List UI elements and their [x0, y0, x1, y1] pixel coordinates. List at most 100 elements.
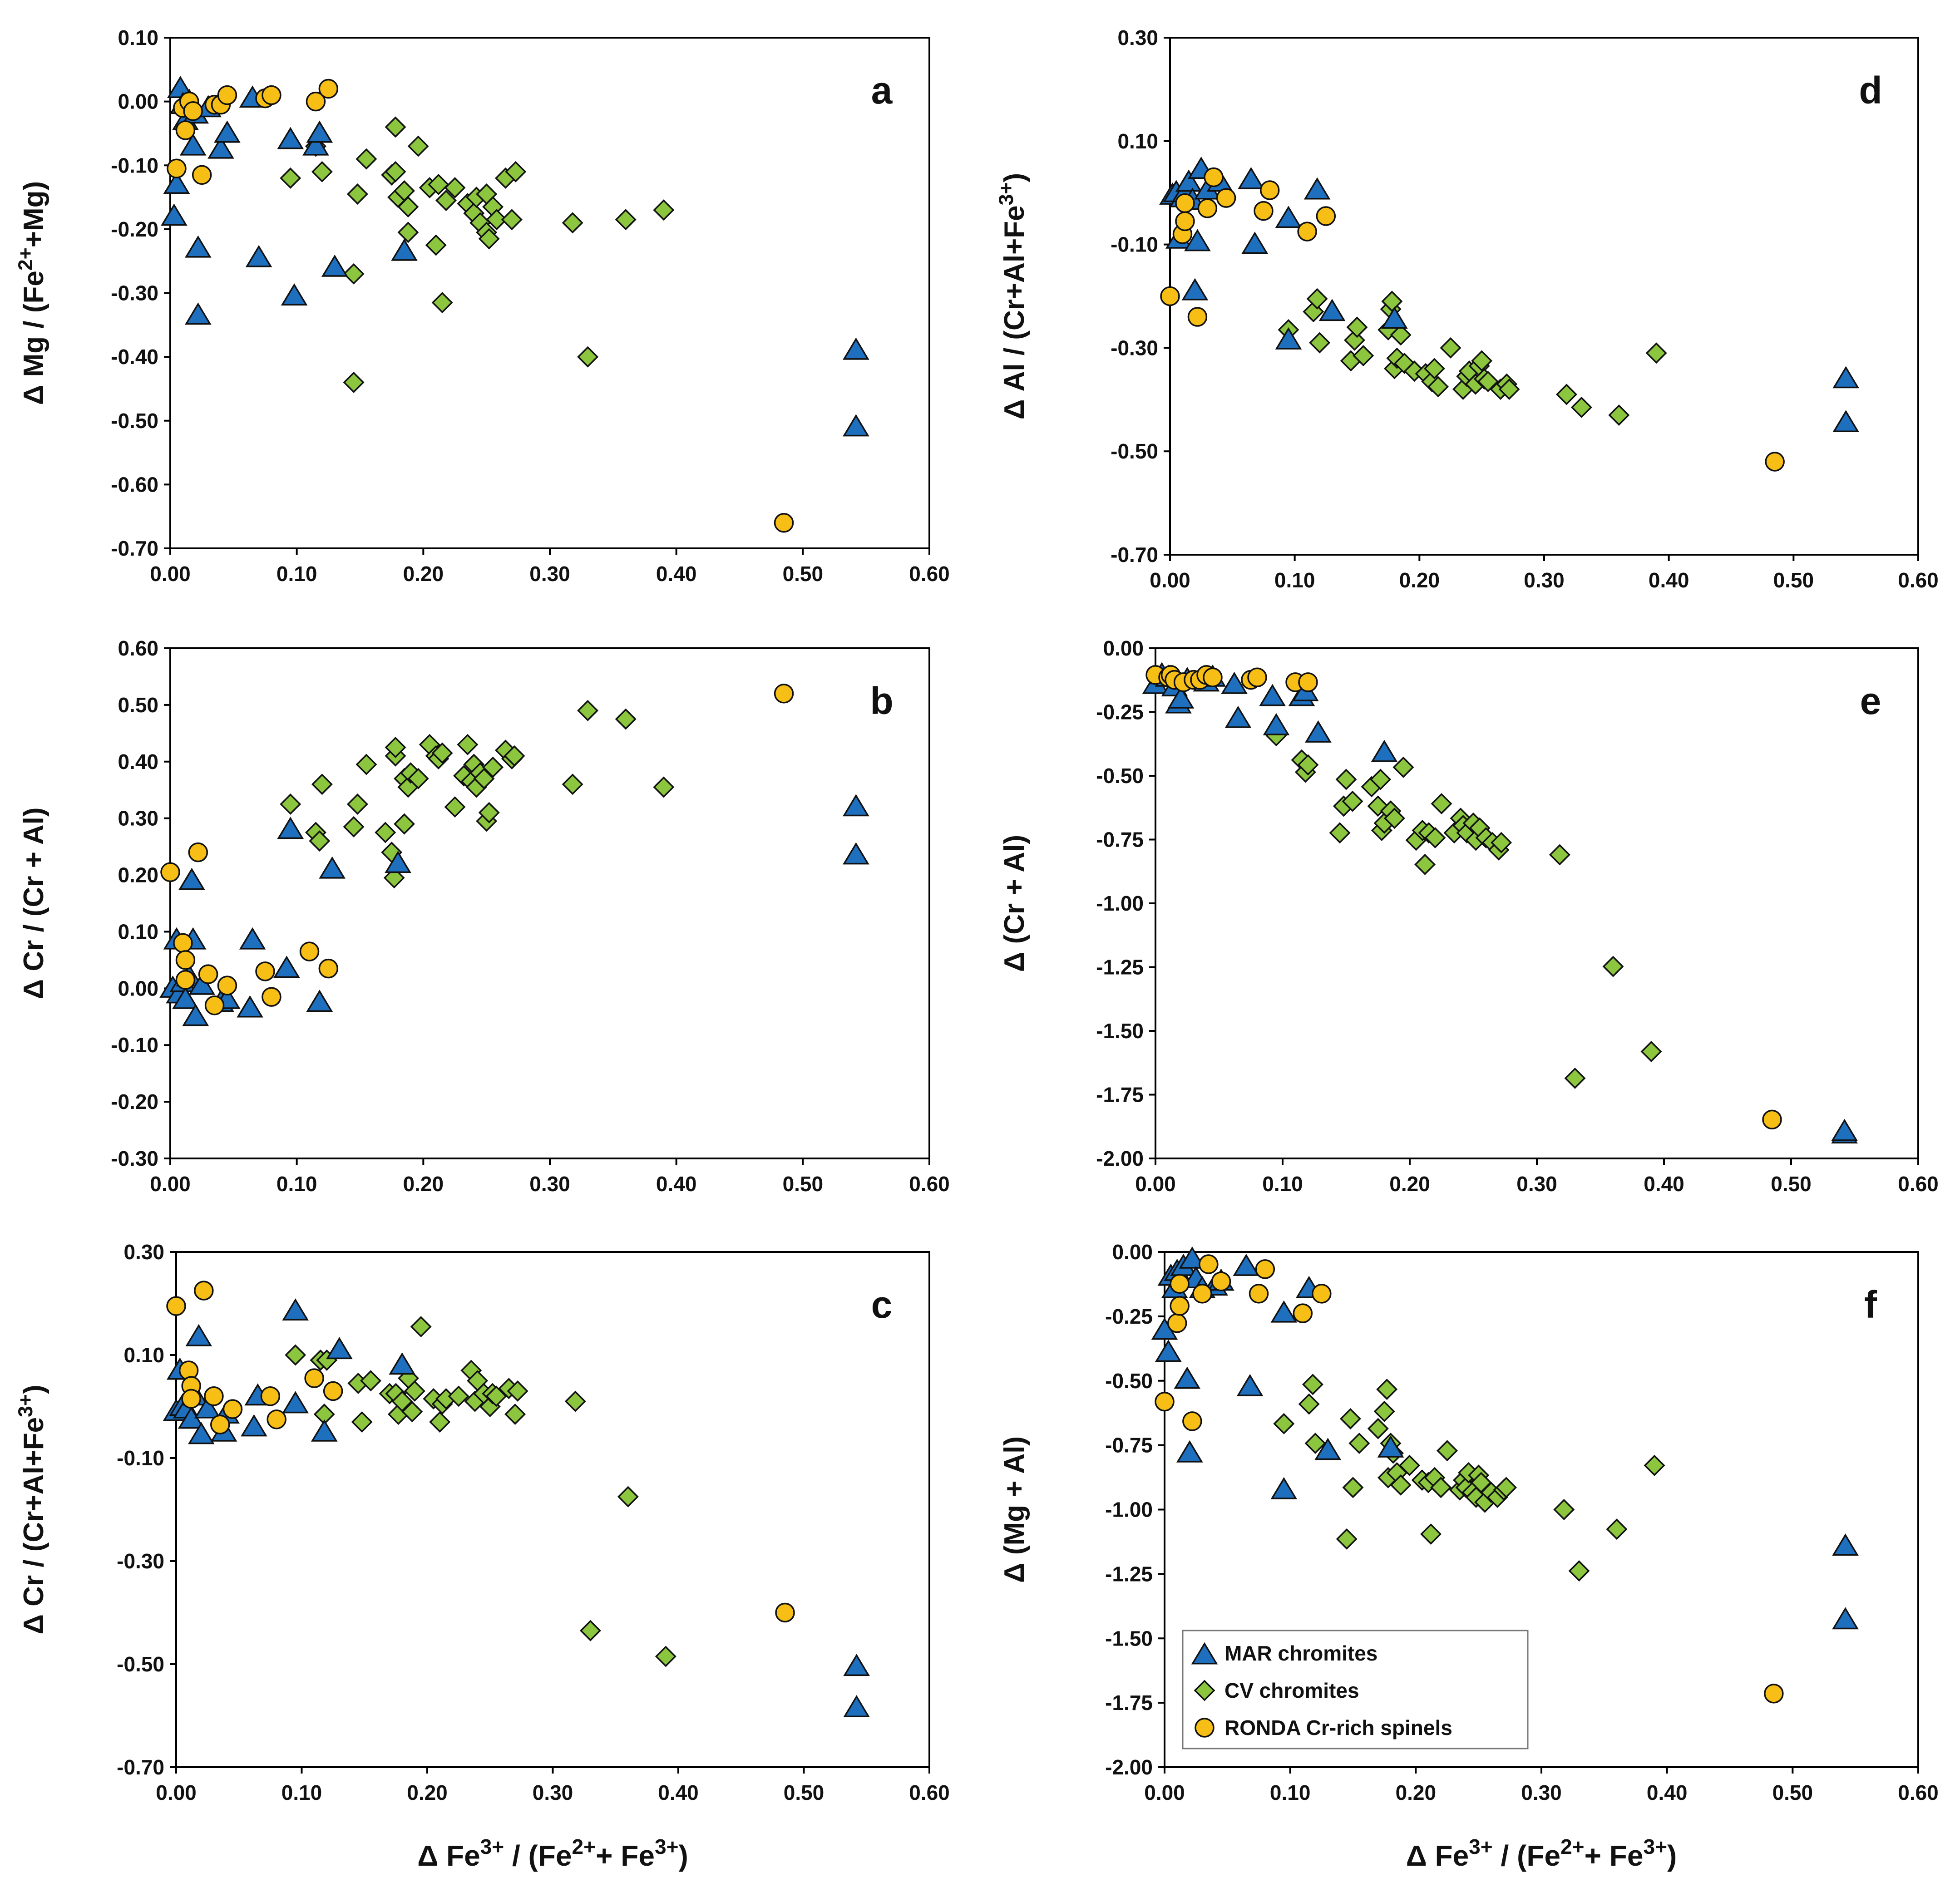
- cv-point: [1414, 853, 1436, 875]
- x-tick-label: 0.20: [407, 1781, 448, 1804]
- mar-point: [326, 1337, 353, 1360]
- ronda-point: [1203, 667, 1223, 687]
- cv-point: [431, 742, 453, 764]
- cv-point: [1431, 793, 1452, 815]
- cv-point: [1353, 345, 1374, 366]
- mar-point: [1236, 1374, 1264, 1396]
- ronda-point: [1192, 1284, 1212, 1304]
- y-axis-label: Δ (Cr + Al): [999, 835, 1030, 972]
- cv-point: [1342, 1477, 1364, 1498]
- cv-point: [444, 177, 466, 198]
- y-tick-label: 0.10: [1117, 129, 1158, 153]
- y-tick-label: -1.25: [1096, 956, 1144, 979]
- cv-point: [391, 1390, 413, 1412]
- cv-point: [507, 1380, 528, 1402]
- x-tick-label: 0.00: [1135, 1172, 1176, 1196]
- x-tick-label: 0.20: [1396, 1781, 1437, 1804]
- x-axis-label: Δ Fe3+ / (Fe2++ Fe3+): [417, 1835, 688, 1872]
- x-tick-label: 0.00: [1144, 1781, 1185, 1804]
- cv-point: [478, 802, 500, 823]
- y-tick-label: -1.25: [1105, 1562, 1153, 1586]
- cv-point: [1392, 756, 1414, 778]
- x-tick-label: 0.30: [1524, 568, 1565, 592]
- cv-point: [448, 1385, 469, 1407]
- ronda-point: [1249, 1284, 1269, 1304]
- mar-point: [237, 995, 263, 1018]
- cv-point: [655, 1646, 676, 1667]
- x-tick-label: 0.00: [156, 1781, 197, 1804]
- mar-point: [1832, 410, 1860, 433]
- legend-box: [1182, 1630, 1529, 1749]
- mar-point: [1303, 177, 1331, 200]
- ronda-point: [1259, 180, 1280, 200]
- y-tick-label: 0.50: [118, 693, 158, 717]
- mar-point: [1832, 366, 1860, 389]
- mar-point: [843, 1654, 870, 1676]
- cv-point: [1309, 332, 1331, 354]
- cv-point: [1342, 790, 1363, 812]
- ronda-point: [255, 961, 275, 981]
- x-tick-label: 0.10: [1270, 1781, 1311, 1804]
- y-tick-label: -1.00: [1096, 892, 1144, 915]
- ronda-point: [1297, 222, 1317, 241]
- cv-point: [1367, 1418, 1389, 1439]
- cv-point: [407, 768, 429, 789]
- y-tick-label: -1.50: [1105, 1626, 1153, 1650]
- cv-point: [385, 116, 406, 138]
- ronda-point: [299, 941, 320, 961]
- y-tick-label: -0.70: [117, 1755, 164, 1779]
- ronda-point: [306, 91, 326, 112]
- series-ronda: [167, 79, 794, 533]
- mar-point: [161, 203, 188, 226]
- mar-point: [185, 1324, 212, 1346]
- y-tick-label: -0.50: [1105, 1369, 1153, 1393]
- cv-point: [343, 371, 365, 393]
- cv-point: [564, 1390, 586, 1412]
- series-ronda: [1155, 1254, 1784, 1704]
- y-tick-label: 0.10: [118, 920, 158, 943]
- y-tick-label: -0.75: [1105, 1434, 1153, 1457]
- ronda-point: [198, 964, 218, 984]
- cv-point: [1608, 404, 1630, 426]
- x-tick-label: 0.30: [533, 1781, 573, 1804]
- ronda-point: [1247, 667, 1267, 687]
- panel-label: f: [1864, 1283, 1877, 1326]
- cv-point: [1427, 376, 1449, 398]
- mar-point: [1270, 1477, 1298, 1499]
- cv-point: [1471, 350, 1493, 372]
- ronda-point: [1170, 1296, 1190, 1316]
- y-tick-label: -1.00: [1105, 1498, 1153, 1522]
- cv-point: [1302, 1374, 1323, 1395]
- y-tick-label: -0.70: [1111, 543, 1158, 567]
- x-tick-label: 0.10: [1274, 568, 1315, 592]
- y-tick-label: -0.10: [111, 1033, 158, 1057]
- y-axis-label: Δ Cr / (Cr + Al): [18, 808, 49, 1000]
- ronda-point: [183, 101, 203, 121]
- cv-point: [351, 1411, 373, 1433]
- y-tick-label: 0.10: [118, 26, 158, 49]
- x-tick-label: 0.10: [281, 1781, 322, 1804]
- cv-point: [504, 1404, 526, 1425]
- cv-point: [1383, 808, 1405, 829]
- mar-point: [1263, 713, 1290, 735]
- mar-point: [843, 842, 869, 865]
- mar-point: [188, 1422, 215, 1444]
- x-tick-label: 0.10: [1262, 1172, 1303, 1196]
- cv-point: [1549, 844, 1570, 866]
- cv-point: [1491, 832, 1512, 853]
- x-tick-label: 0.50: [1772, 1781, 1813, 1804]
- mar-point: [179, 133, 207, 156]
- y-tick-label: -0.60: [111, 473, 158, 496]
- series-mar: [163, 1298, 870, 1717]
- cv-point: [428, 173, 449, 195]
- ronda-point: [181, 1389, 201, 1409]
- mar-point: [1831, 1118, 1858, 1141]
- x-tick-label: 0.40: [1649, 568, 1689, 592]
- cv-point: [577, 346, 599, 368]
- cv-point: [346, 183, 368, 205]
- ronda-point: [774, 513, 794, 533]
- x-tick-label: 0.20: [1399, 568, 1440, 592]
- mar-point: [385, 851, 411, 873]
- x-tick-label: 0.50: [783, 1172, 824, 1196]
- cv-point: [562, 774, 583, 795]
